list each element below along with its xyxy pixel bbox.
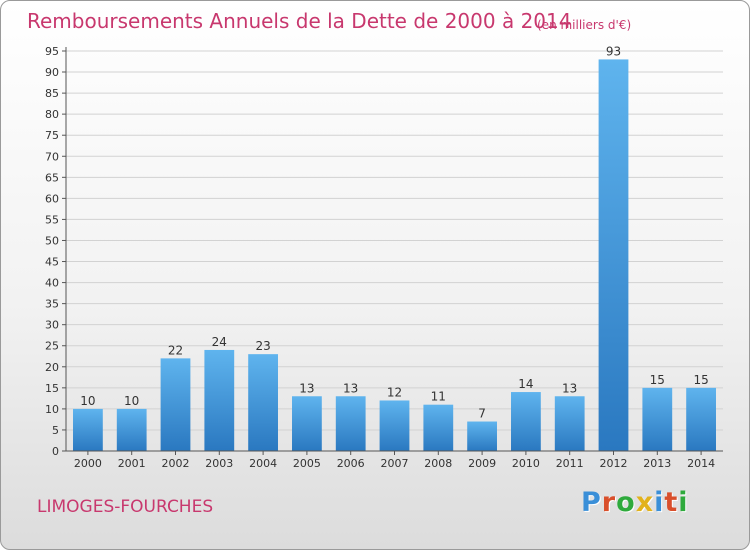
x-tick-label: 2000 bbox=[74, 457, 102, 470]
x-tick-label: 2006 bbox=[337, 457, 365, 470]
brand-letter: P bbox=[581, 487, 602, 518]
x-tick-label: 2008 bbox=[424, 457, 452, 470]
commune-name: LIMOGES-FOURCHES bbox=[37, 497, 214, 517]
x-tick-label: 2010 bbox=[512, 457, 540, 470]
data-label: 13 bbox=[299, 381, 314, 395]
y-tick-label: 5 bbox=[52, 424, 59, 437]
data-label: 13 bbox=[343, 381, 358, 395]
data-label: 23 bbox=[255, 339, 270, 353]
bar-2003 bbox=[204, 349, 235, 451]
chart-unit: (en milliers d'€) bbox=[537, 18, 632, 32]
x-tick-label: 2011 bbox=[556, 457, 584, 470]
y-tick-label: 35 bbox=[45, 298, 59, 311]
x-tick-label: 2002 bbox=[162, 457, 190, 470]
y-tick-label: 70 bbox=[45, 150, 59, 163]
data-label: 22 bbox=[168, 343, 183, 357]
x-tick-label: 2013 bbox=[643, 457, 671, 470]
y-tick-label: 25 bbox=[45, 340, 59, 353]
y-tick-label: 45 bbox=[45, 256, 59, 269]
y-tick-label: 90 bbox=[45, 66, 59, 79]
brand-letter: x bbox=[635, 487, 655, 518]
bar-2004 bbox=[248, 354, 278, 451]
bar-2006 bbox=[335, 396, 366, 451]
y-tick-label: 55 bbox=[45, 213, 59, 226]
y-tick-label: 75 bbox=[45, 129, 59, 142]
bar-2007 bbox=[379, 400, 410, 451]
x-tick-label: 2012 bbox=[600, 457, 628, 470]
x-tick-label: 2004 bbox=[249, 457, 277, 470]
bar-2008 bbox=[423, 404, 454, 451]
data-label: 10 bbox=[80, 394, 95, 408]
proxiti-logo: Proxiti bbox=[581, 487, 689, 518]
y-tick-label: 65 bbox=[45, 171, 59, 184]
bar-2009 bbox=[467, 421, 497, 451]
bar-2000 bbox=[73, 408, 103, 451]
x-tick-label: 2009 bbox=[468, 457, 496, 470]
data-label: 24 bbox=[212, 335, 227, 349]
data-label: 7 bbox=[478, 407, 486, 421]
data-label: 13 bbox=[562, 381, 577, 395]
brand-letter: i bbox=[678, 487, 689, 518]
y-tick-label: 85 bbox=[45, 87, 59, 100]
y-tick-label: 10 bbox=[45, 403, 59, 416]
data-label: 93 bbox=[606, 44, 621, 58]
chart-title: Remboursements Annuels de la Dette de 20… bbox=[27, 9, 572, 33]
bar-2001 bbox=[116, 408, 147, 451]
axes: 0 5 10 15 20 25 30 35 40 45 50 55 60 65 70 75 80 85 90 95 20… bbox=[45, 45, 723, 470]
bar-2011 bbox=[554, 396, 585, 451]
bar-2014 bbox=[686, 387, 716, 451]
data-label: 11 bbox=[431, 390, 446, 404]
y-tick-label: 30 bbox=[45, 319, 59, 332]
brand-letter: i bbox=[654, 487, 665, 518]
bars: 10 10 22 24 23 13 13 12 11 7 14 13 93 15 15 bbox=[73, 44, 716, 451]
bar-2013 bbox=[642, 387, 673, 451]
x-tick-label: 2007 bbox=[381, 457, 409, 470]
data-label: 15 bbox=[650, 373, 665, 387]
y-tick-label: 40 bbox=[45, 277, 59, 290]
brand-letter: r bbox=[601, 487, 617, 518]
x-tick-label: 2005 bbox=[293, 457, 321, 470]
brand-letter: t bbox=[664, 487, 679, 518]
brand-letter: o bbox=[616, 487, 636, 518]
data-label: 12 bbox=[387, 385, 402, 399]
y-tick-label: 20 bbox=[45, 361, 59, 374]
bar-2002 bbox=[160, 358, 191, 451]
x-tick-label: 2014 bbox=[687, 457, 715, 470]
data-label: 14 bbox=[518, 377, 533, 391]
y-tick-label: 80 bbox=[45, 108, 59, 121]
bar-2005 bbox=[292, 396, 322, 451]
bar-2012 bbox=[598, 59, 629, 451]
y-tick-label: 15 bbox=[45, 382, 59, 395]
y-tick-label: 60 bbox=[45, 192, 59, 205]
bar-2010 bbox=[511, 392, 541, 451]
x-tick-label: 2001 bbox=[118, 457, 146, 470]
x-tick-label: 2003 bbox=[205, 457, 233, 470]
data-label: 15 bbox=[693, 373, 708, 387]
y-tick-label: 50 bbox=[45, 234, 59, 247]
y-tick-label: 95 bbox=[45, 45, 59, 58]
data-label: 10 bbox=[124, 394, 139, 408]
y-tick-label: 0 bbox=[52, 445, 59, 458]
